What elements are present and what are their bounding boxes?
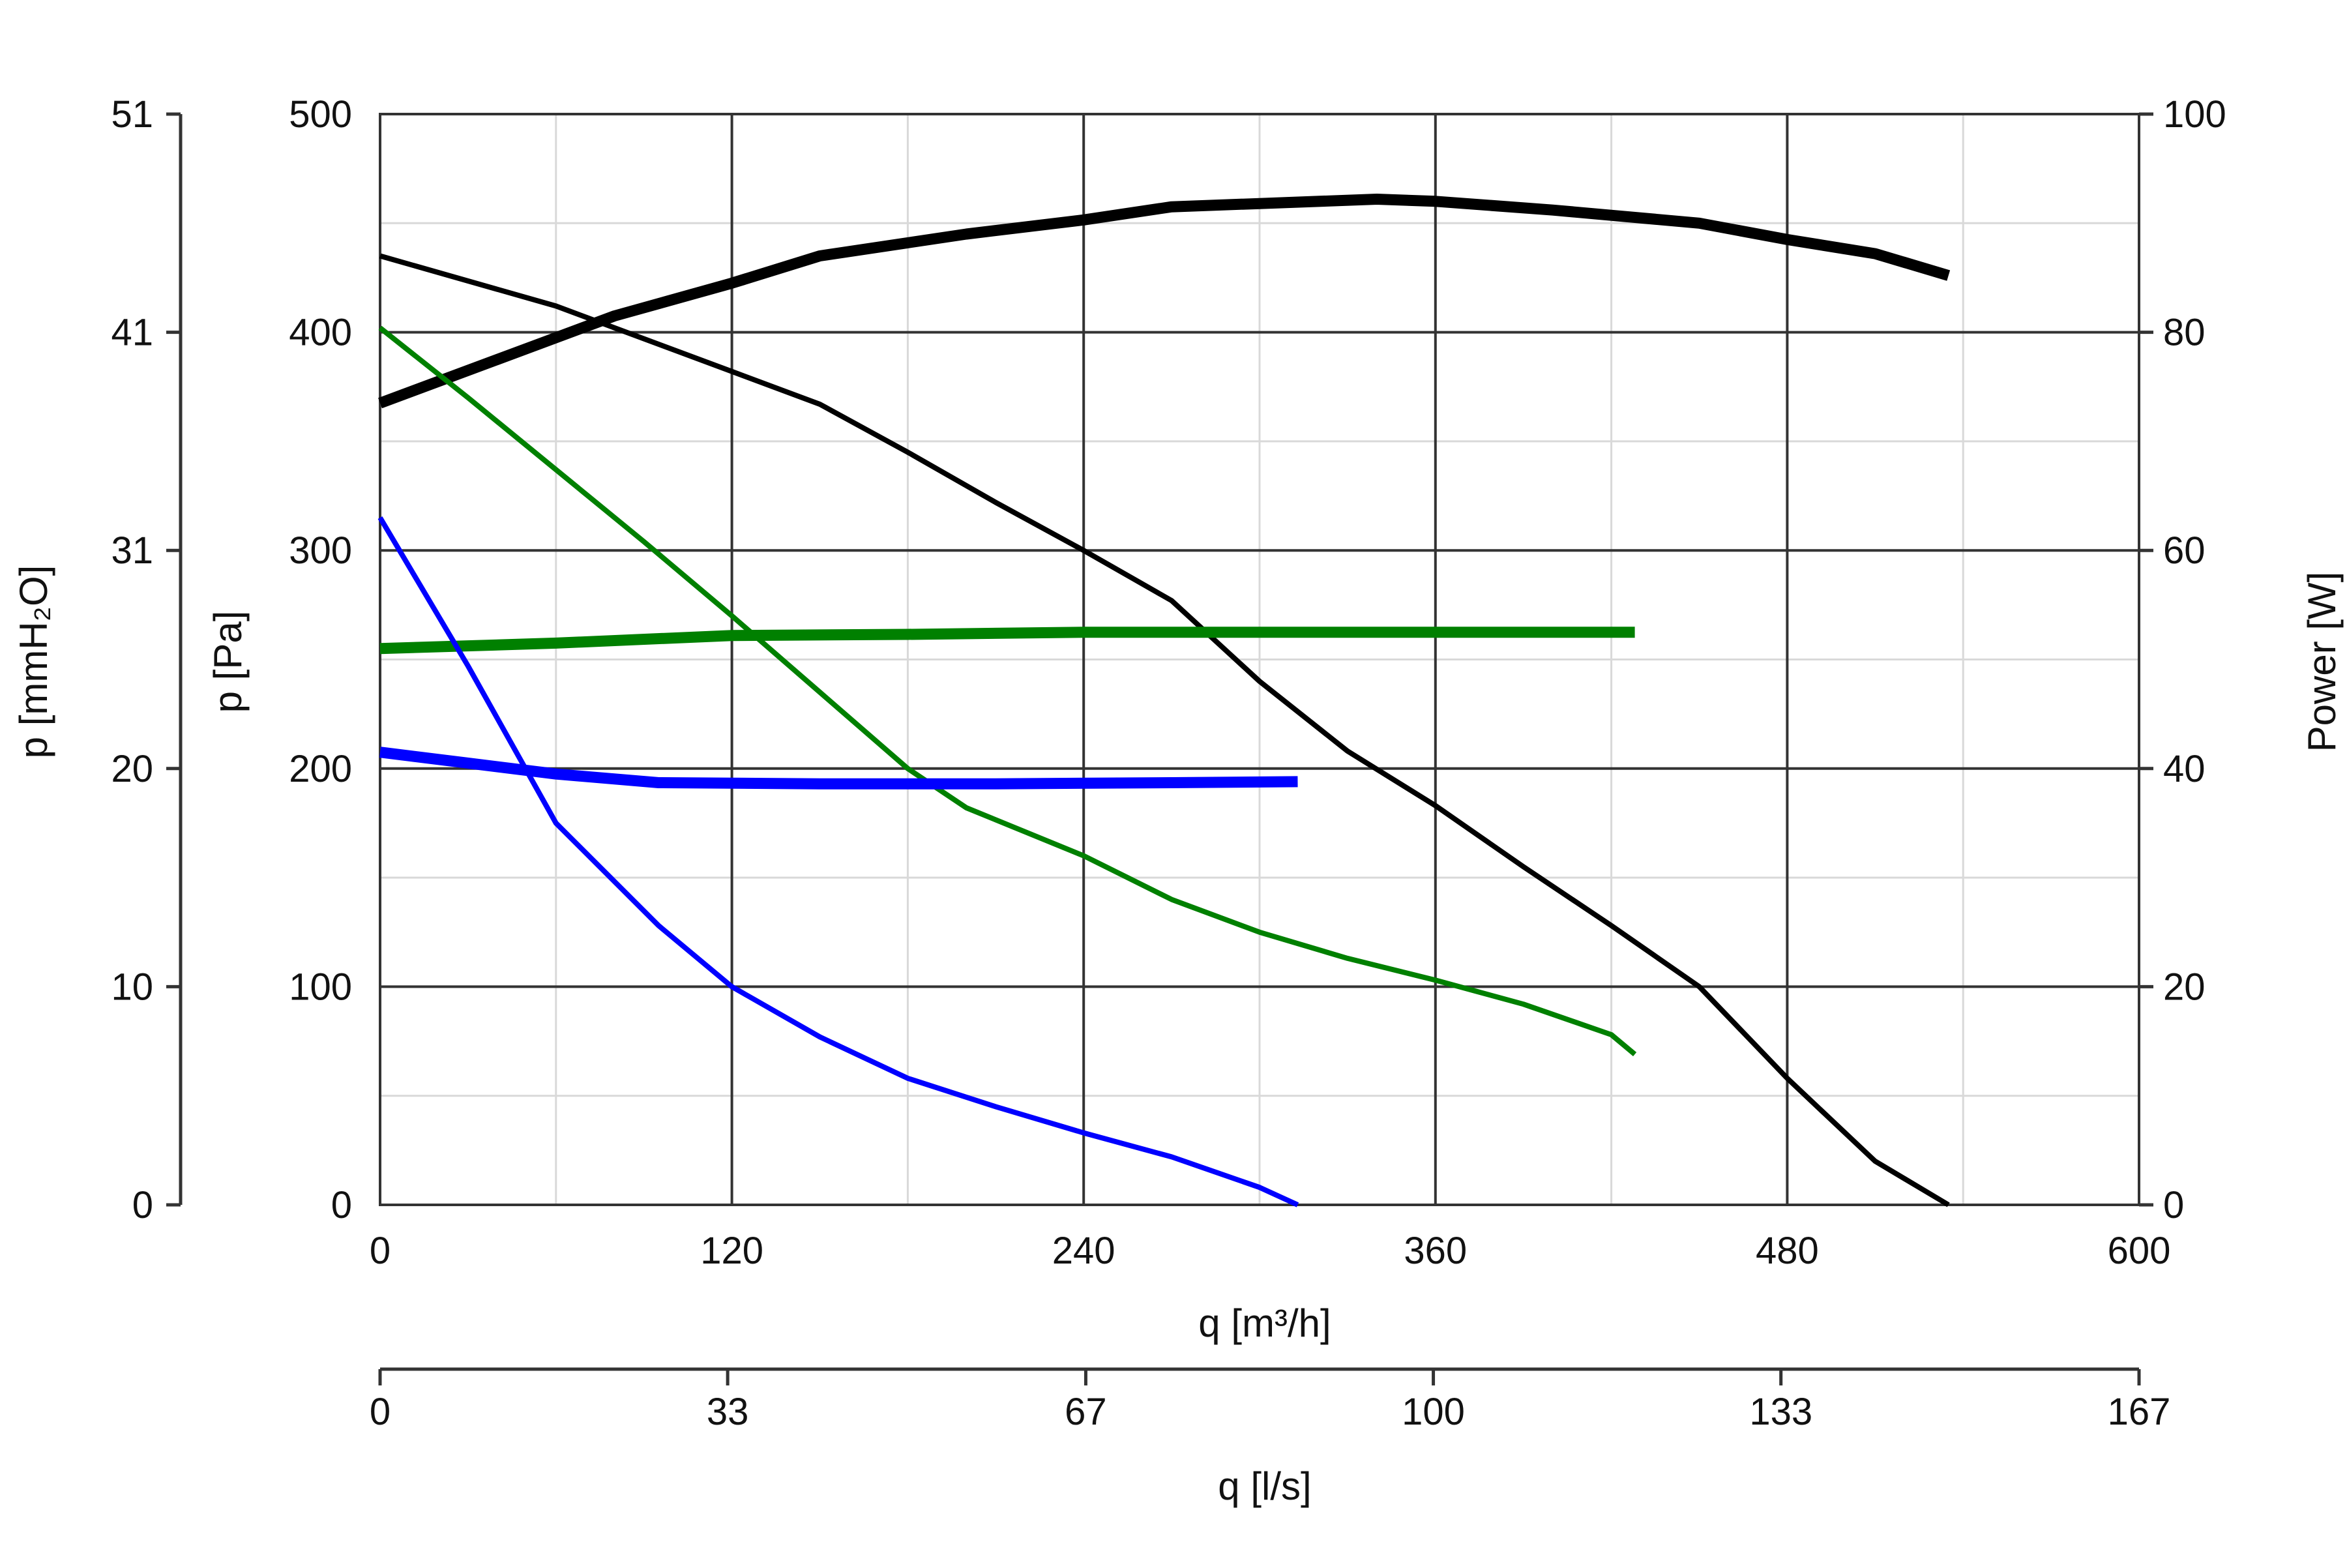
x2-tick-label: 33: [707, 1391, 749, 1433]
x-axis-title: q [m³/h]: [1198, 1301, 1331, 1345]
y-mm-tick-label: 10: [111, 966, 153, 1008]
pressure-curve: [379, 253, 1950, 1207]
power-tick-label: 60: [2163, 529, 2206, 572]
power-tick-label: 80: [2163, 312, 2206, 354]
minor-grid: [380, 114, 2139, 1205]
x-tick-label: 480: [1756, 1230, 1819, 1272]
y-tick-label: 300: [289, 529, 352, 572]
y-mm-tick-label: 51: [111, 93, 153, 136]
x2-axis-title: q [l/s]: [1218, 1464, 1311, 1508]
x2-tick-label: 100: [1402, 1391, 1465, 1433]
y-tick-label: 500: [289, 93, 352, 136]
y-mm-tick-label: 31: [111, 529, 153, 572]
power-curve: [378, 194, 1951, 409]
y-mm-tick-label: 0: [132, 1184, 153, 1226]
x2-tick-label: 133: [1749, 1391, 1812, 1433]
x-tick-label: 240: [1052, 1230, 1115, 1272]
y-axis-title: p [Pa]: [206, 611, 250, 713]
x-tick-label: 120: [700, 1230, 763, 1272]
y-mm-axis-title: p [mmH₂O]: [12, 565, 55, 759]
x-tick-label: 360: [1404, 1230, 1467, 1272]
pressure-curve: [378, 325, 1637, 1057]
y-tick-label: 200: [289, 748, 352, 790]
power-tick-label: 0: [2163, 1184, 2184, 1226]
power-axis-title: Power [W]: [2300, 572, 2344, 752]
y-mm-tick-label: 41: [111, 312, 153, 354]
power-curve: [379, 627, 1635, 655]
x2-tick-label: 67: [1065, 1391, 1107, 1433]
x2-tick-label: 167: [2108, 1391, 2171, 1433]
x2-tick-label: 0: [370, 1391, 391, 1433]
axes: [166, 112, 2153, 1385]
y-mm-tick-label: 20: [111, 748, 153, 790]
y-tick-label: 100: [289, 966, 352, 1008]
power-curve: [379, 747, 1298, 790]
plot-frame: [379, 113, 2140, 1206]
y-tick-label: 400: [289, 312, 352, 354]
power-tick-label: 40: [2163, 748, 2206, 790]
series-layer: [377, 194, 1951, 1207]
pressure-curve: [377, 516, 1299, 1207]
x-tick-label: 600: [2108, 1230, 2171, 1272]
y-tick-label: 0: [331, 1184, 352, 1226]
x-tick-label: 0: [370, 1230, 391, 1272]
power-tick-label: 20: [2163, 966, 2206, 1008]
power-tick-label: 100: [2163, 93, 2226, 136]
